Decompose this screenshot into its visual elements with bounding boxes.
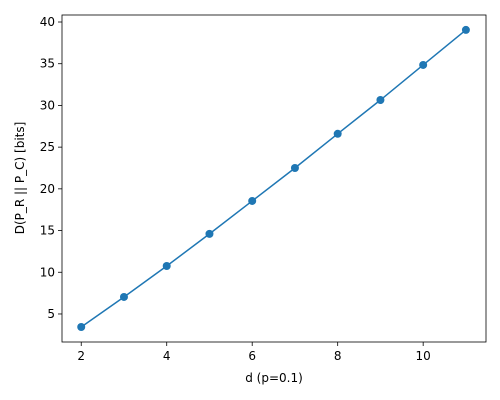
- marker: [461, 25, 470, 34]
- x-axis-label: d (p=0.1): [245, 371, 303, 385]
- x-tick-label: 6: [248, 349, 256, 363]
- y-tick-label: 10: [40, 265, 55, 279]
- marker: [333, 129, 342, 138]
- y-tick-label: 5: [47, 307, 55, 321]
- marker: [376, 96, 385, 105]
- y-tick-label: 25: [40, 140, 55, 154]
- y-tick-label: 20: [40, 182, 55, 196]
- marker: [162, 262, 171, 271]
- x-tick-label: 4: [163, 349, 171, 363]
- marker: [419, 60, 428, 69]
- x-tick-label: 2: [77, 349, 85, 363]
- y-tick-label: 30: [40, 98, 55, 112]
- marker: [119, 292, 128, 301]
- marker: [248, 196, 257, 205]
- x-tick-label: 8: [334, 349, 342, 363]
- y-tick-label: 15: [40, 224, 55, 238]
- y-axis-label: D(P_R || P_C) [bits]: [13, 122, 27, 235]
- marker: [77, 322, 86, 331]
- x-tick-label: 10: [416, 349, 431, 363]
- axes-frame: [61, 14, 487, 343]
- line: [80, 29, 467, 328]
- y-tick-label: 40: [40, 15, 55, 29]
- marker: [290, 163, 299, 172]
- marker: [205, 229, 214, 238]
- y-tick-label: 35: [40, 57, 55, 71]
